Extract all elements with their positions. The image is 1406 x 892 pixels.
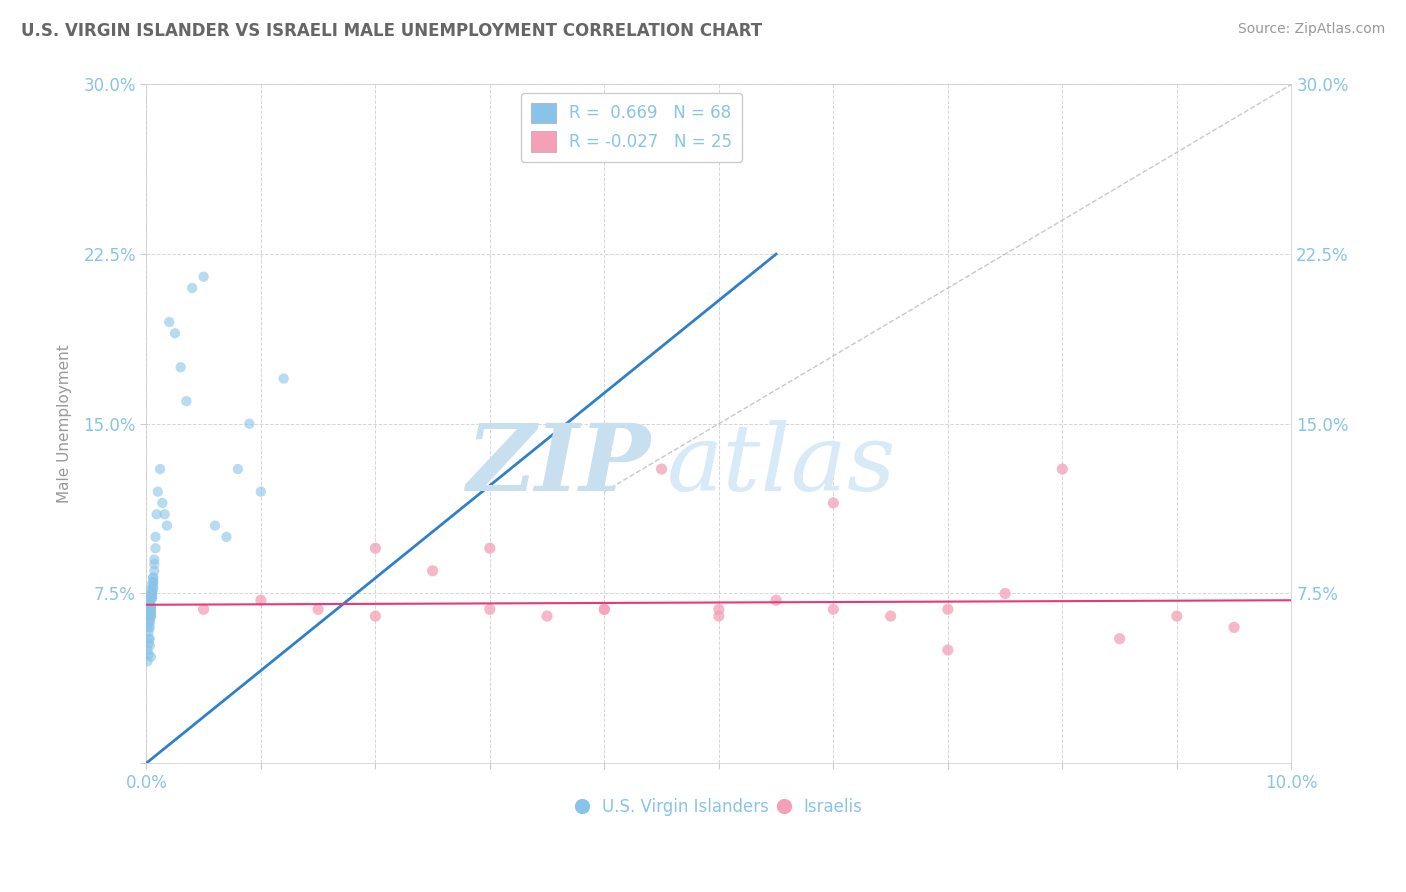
Point bbox=[422, 564, 444, 578]
Point bbox=[139, 609, 162, 624]
Point bbox=[823, 602, 845, 616]
Point bbox=[138, 598, 160, 612]
Point bbox=[879, 609, 901, 624]
Point bbox=[139, 639, 162, 653]
Point bbox=[250, 593, 273, 607]
Point bbox=[176, 394, 198, 409]
Point bbox=[307, 602, 329, 616]
Point bbox=[936, 602, 959, 616]
Point bbox=[823, 496, 845, 510]
Point bbox=[707, 609, 730, 624]
Point bbox=[143, 557, 166, 571]
Point bbox=[149, 462, 172, 476]
Point bbox=[181, 281, 204, 295]
Point bbox=[139, 602, 162, 616]
Point bbox=[143, 564, 166, 578]
Point bbox=[139, 607, 162, 621]
Point bbox=[141, 577, 163, 591]
Point bbox=[145, 541, 167, 556]
Point bbox=[138, 620, 160, 634]
Point bbox=[146, 484, 169, 499]
Point bbox=[139, 602, 162, 616]
Point bbox=[139, 620, 162, 634]
Text: ZIP: ZIP bbox=[465, 419, 650, 509]
Point bbox=[156, 518, 179, 533]
Point bbox=[139, 649, 162, 664]
Point bbox=[139, 609, 162, 624]
Point bbox=[651, 462, 673, 476]
Point bbox=[170, 360, 193, 375]
Point bbox=[142, 580, 165, 594]
Point bbox=[139, 607, 162, 621]
Point bbox=[138, 624, 160, 639]
Point bbox=[141, 591, 163, 605]
Point bbox=[138, 595, 160, 609]
Point bbox=[478, 541, 501, 556]
Point bbox=[193, 269, 215, 284]
Point bbox=[138, 648, 160, 662]
Point bbox=[136, 654, 159, 668]
Legend: U.S. Virgin Islanders, Israelis: U.S. Virgin Islanders, Israelis bbox=[568, 791, 869, 822]
Point bbox=[141, 586, 163, 600]
Point bbox=[153, 508, 176, 522]
Point bbox=[142, 571, 165, 585]
Point bbox=[136, 643, 159, 657]
Point bbox=[141, 586, 163, 600]
Point bbox=[139, 593, 162, 607]
Y-axis label: Male Unemployment: Male Unemployment bbox=[58, 344, 72, 503]
Point bbox=[139, 632, 162, 646]
Point bbox=[204, 518, 226, 533]
Point bbox=[936, 643, 959, 657]
Point bbox=[157, 315, 180, 329]
Point bbox=[142, 575, 165, 590]
Point bbox=[1052, 462, 1074, 476]
Point bbox=[139, 614, 162, 628]
Point bbox=[536, 609, 558, 624]
Point bbox=[141, 589, 163, 603]
Point bbox=[141, 584, 163, 599]
Point bbox=[139, 598, 162, 612]
Point bbox=[143, 552, 166, 566]
Point bbox=[139, 598, 162, 612]
Point bbox=[593, 602, 616, 616]
Text: U.S. VIRGIN ISLANDER VS ISRAELI MALE UNEMPLOYMENT CORRELATION CHART: U.S. VIRGIN ISLANDER VS ISRAELI MALE UNE… bbox=[21, 22, 762, 40]
Point bbox=[139, 602, 162, 616]
Point bbox=[193, 602, 215, 616]
Point bbox=[139, 615, 162, 630]
Point bbox=[273, 371, 295, 385]
Point bbox=[139, 605, 162, 619]
Point bbox=[138, 632, 160, 646]
Point bbox=[707, 602, 730, 616]
Point bbox=[138, 602, 160, 616]
Point bbox=[142, 571, 165, 585]
Point bbox=[238, 417, 260, 431]
Point bbox=[139, 591, 162, 605]
Point bbox=[145, 508, 167, 522]
Point bbox=[138, 636, 160, 650]
Text: Source: ZipAtlas.com: Source: ZipAtlas.com bbox=[1237, 22, 1385, 37]
Point bbox=[139, 600, 162, 615]
Point bbox=[994, 586, 1017, 600]
Point bbox=[141, 591, 163, 605]
Point bbox=[142, 575, 165, 590]
Point bbox=[1108, 632, 1130, 646]
Point bbox=[250, 484, 273, 499]
Point bbox=[478, 602, 501, 616]
Point bbox=[142, 582, 165, 596]
Point bbox=[593, 602, 616, 616]
Point bbox=[139, 611, 162, 625]
Point bbox=[139, 591, 162, 605]
Point bbox=[163, 326, 186, 341]
Point bbox=[150, 496, 173, 510]
Text: atlas: atlas bbox=[668, 419, 897, 509]
Point bbox=[138, 584, 160, 599]
Point bbox=[215, 530, 238, 544]
Point bbox=[364, 609, 387, 624]
Point bbox=[1223, 620, 1246, 634]
Point bbox=[145, 530, 167, 544]
Point bbox=[364, 541, 387, 556]
Point bbox=[1166, 609, 1188, 624]
Point bbox=[226, 462, 249, 476]
Point bbox=[765, 593, 787, 607]
